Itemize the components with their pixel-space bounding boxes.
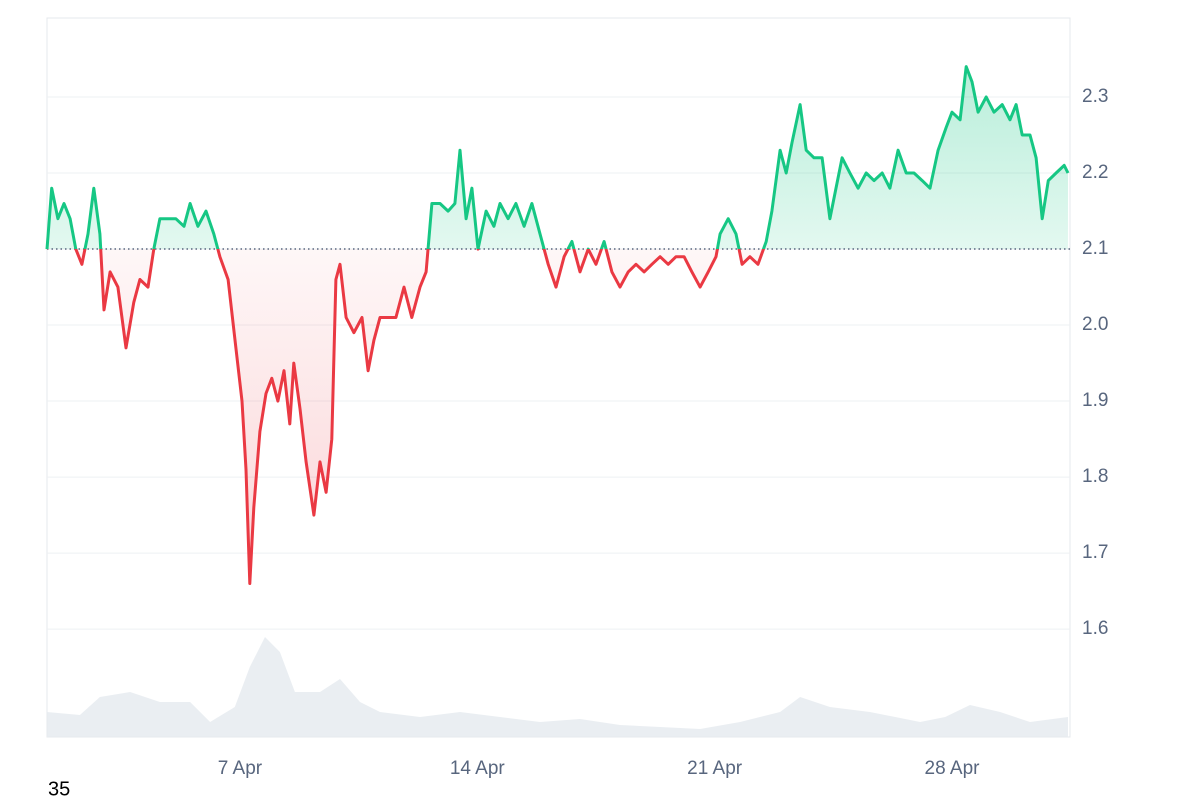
x-tick-label: 21 Apr	[687, 758, 743, 779]
y-tick-label: 2.2	[1082, 162, 1108, 183]
y-tick-label: 1.6	[1082, 618, 1108, 639]
y-tick-label: 1.7	[1082, 542, 1108, 563]
x-tick-label: 28 Apr	[925, 758, 981, 779]
x-tick-label: 14 Apr	[450, 758, 506, 779]
y-tick-label: 2.3	[1082, 86, 1108, 107]
y-tick-label: 2.1	[1082, 238, 1108, 259]
y-tick-label: 1.8	[1082, 466, 1108, 487]
y-tick-label: 2.0	[1082, 314, 1108, 335]
price-line	[45, 65, 1070, 585]
y-tick-label: 1.9	[1082, 390, 1108, 411]
x-tick-label: 7 Apr	[218, 758, 263, 779]
volume-area	[47, 637, 1068, 737]
footnote: 35	[48, 778, 70, 800]
price-area	[47, 66, 1068, 584]
